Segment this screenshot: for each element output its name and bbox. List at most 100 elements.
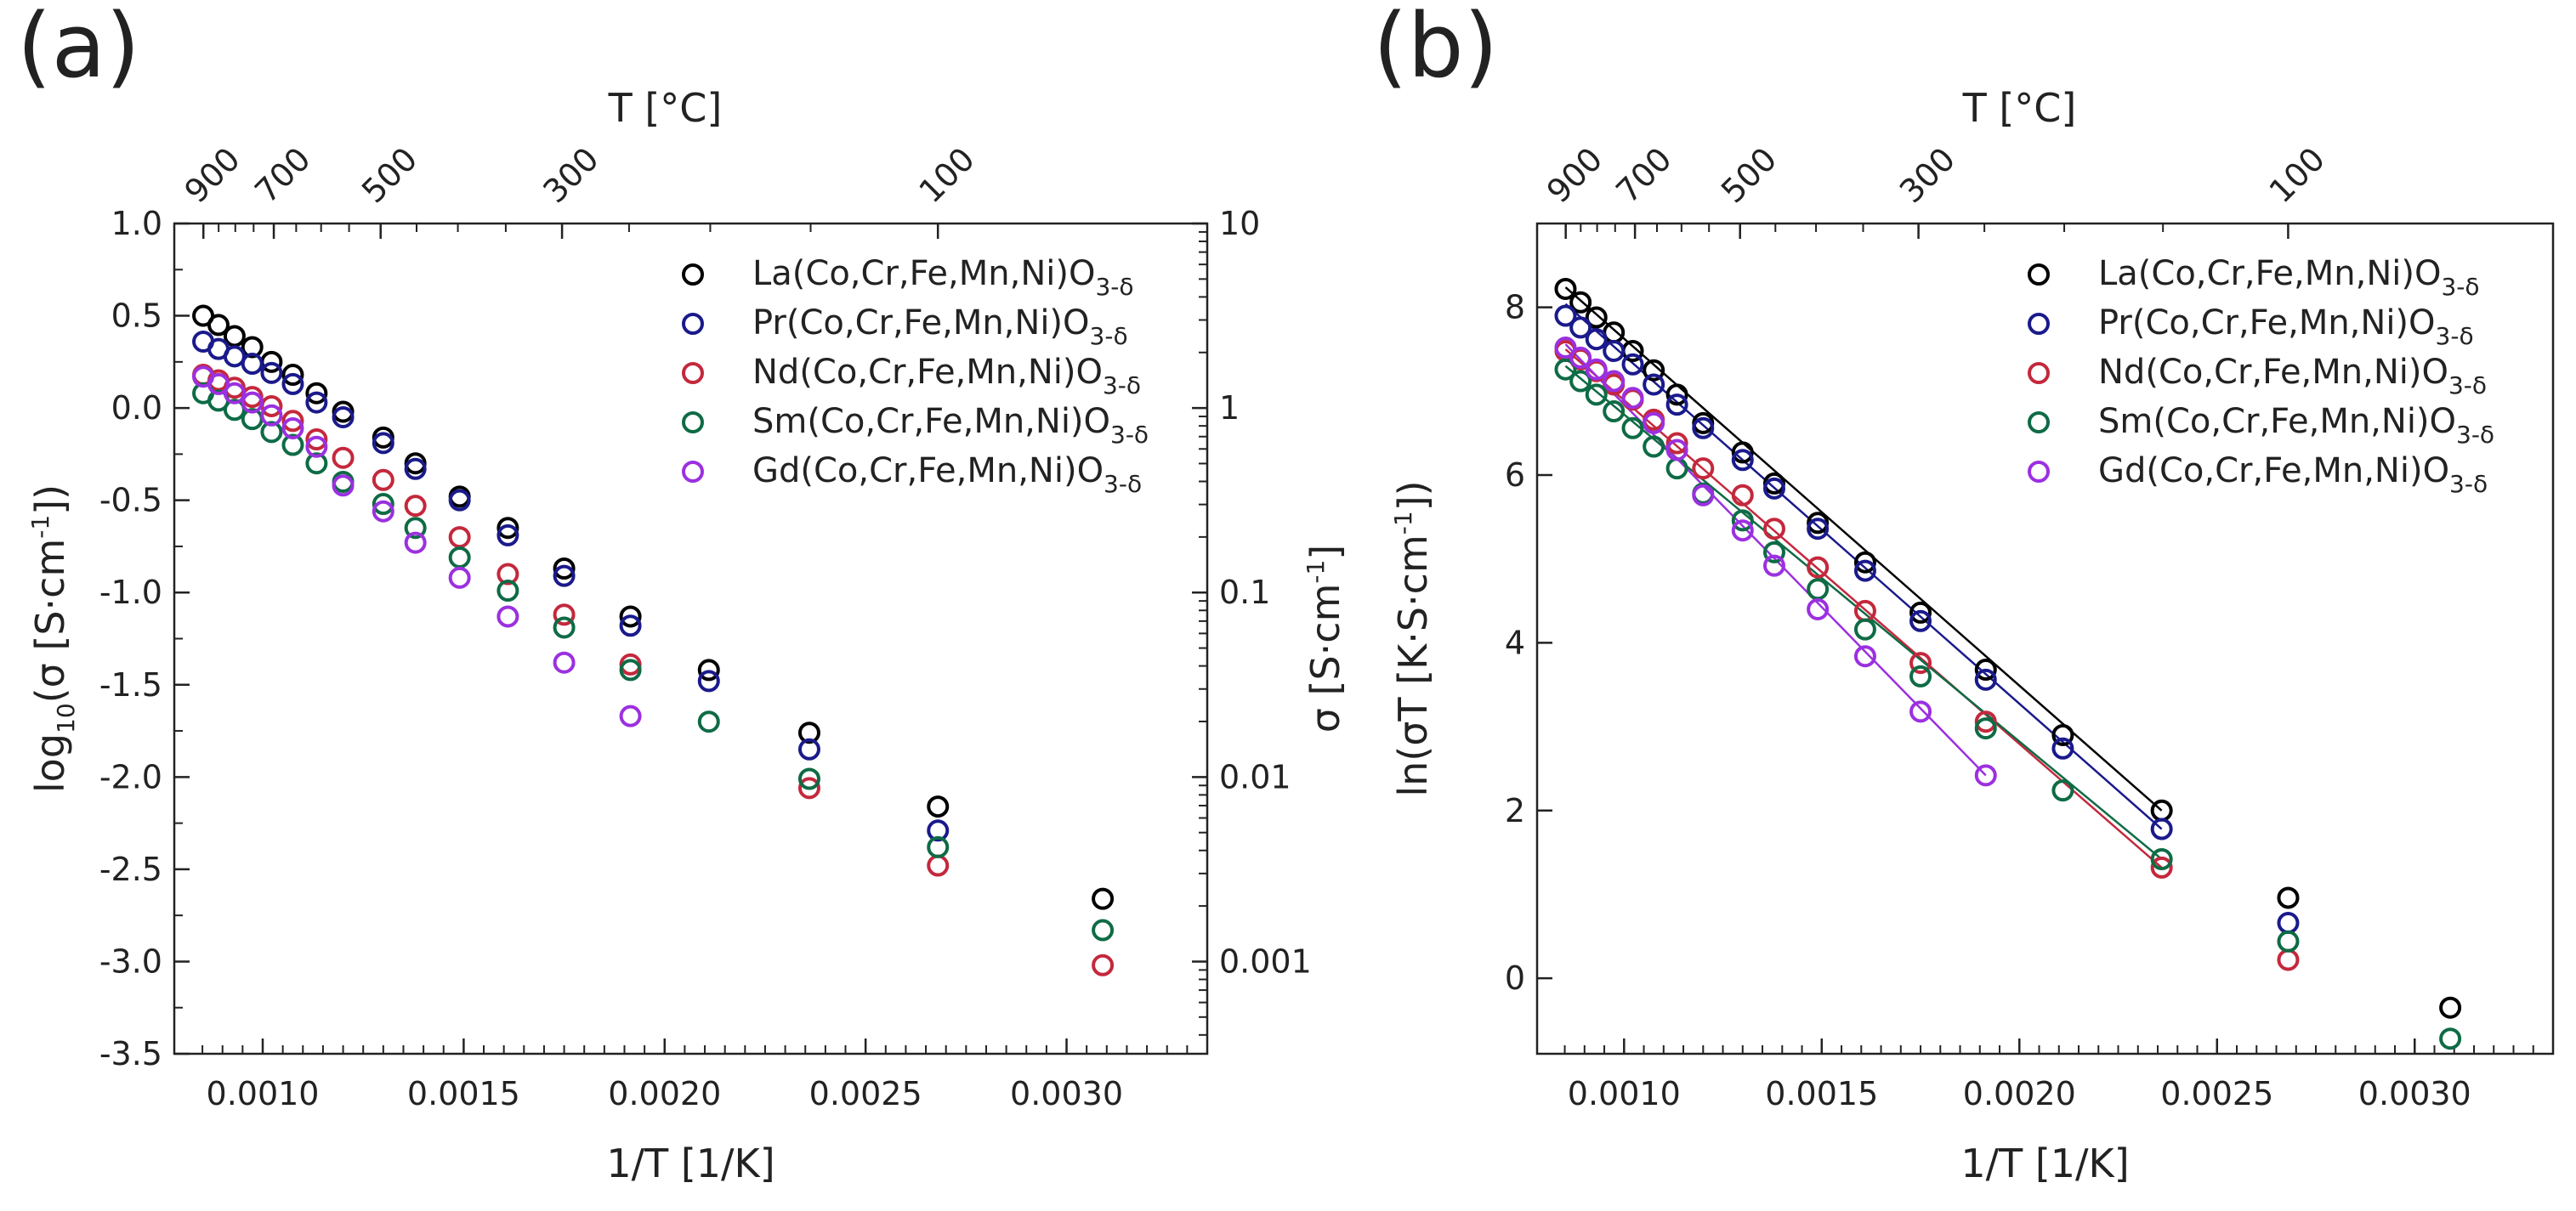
data-point [305, 428, 328, 451]
data-point [553, 603, 576, 626]
data-point [260, 404, 283, 427]
data-point [1692, 484, 1715, 506]
series-3 [1554, 358, 2462, 1050]
data-point [2277, 948, 2300, 971]
data-point [1909, 652, 1932, 675]
panel-label: (b) [1373, 0, 1498, 98]
x-tick-label: 0.0030 [1010, 1075, 1123, 1112]
series-4 [1554, 337, 1997, 787]
y-tick-label: -1.5 [99, 666, 162, 704]
legend-label-4: Gd(Co,Cr,Fe,Mn,Ni)O3-δ [2098, 451, 2488, 498]
x-tick-label: 0.0025 [2160, 1075, 2273, 1112]
data-point [448, 566, 471, 589]
data-point [1974, 659, 1997, 682]
data-point [448, 546, 471, 569]
data-point [1762, 477, 1785, 500]
data-point [1731, 484, 1754, 506]
data-point [223, 382, 246, 405]
data-point [1643, 435, 1665, 458]
data-point [619, 705, 642, 727]
data-point [1554, 304, 1577, 327]
data-point [1909, 700, 1932, 723]
legend-marker-3 [682, 411, 704, 433]
data-point [1569, 291, 1592, 314]
data-point [1585, 383, 1608, 406]
series-3 [192, 382, 1115, 942]
data-point [1092, 887, 1115, 910]
series-1 [192, 330, 950, 842]
legend-label-3: Sm(Co,Cr,Fe,Mn,Ni)O3-δ [2098, 402, 2494, 449]
data-point [305, 391, 328, 414]
right-axis-title: σ [S·cm-1] [1302, 545, 1348, 733]
data-point [1731, 509, 1754, 532]
data-point [1762, 554, 1785, 577]
y-tick-label: -3.5 [99, 1035, 162, 1072]
data-point [2277, 930, 2300, 953]
data-point [2439, 1027, 2462, 1050]
x-tick-label: 0.0015 [407, 1075, 520, 1112]
legend-marker-0 [2028, 263, 2050, 286]
data-point [1974, 668, 1997, 691]
fit-line-3 [1564, 365, 2163, 861]
x-tick-label: 0.0025 [809, 1075, 922, 1112]
data-point [2150, 856, 2173, 879]
data-point [1853, 645, 1876, 668]
y-tick-label: 4 [1505, 624, 1525, 661]
data-point [332, 474, 355, 497]
data-point [1974, 717, 1997, 740]
data-point [1762, 540, 1785, 563]
fit-line-1 [1564, 303, 2163, 830]
top-axis-title: T [°C] [608, 85, 723, 131]
data-point [241, 336, 264, 359]
legend: La(Co,Cr,Fe,Mn,Ni)O3-δPr(Co,Cr,Fe,Mn,Ni)… [682, 254, 1149, 498]
legend-marker-4 [2028, 461, 2050, 483]
data-point [1603, 370, 1626, 393]
data-point [496, 563, 519, 586]
data-point [1762, 518, 1785, 540]
right-y-tick-label: 0.1 [1219, 574, 1270, 611]
chart-panel-a: 0.0010 0.0015 0.0020 0.0025 0.0030 1.0 0.5 0.0 -… [17, 0, 1348, 1186]
y-tick-label: -1.0 [99, 574, 162, 611]
data-point [281, 433, 304, 456]
data-point [697, 710, 720, 733]
top-tick-label: 900 [177, 140, 247, 210]
data-point [1853, 618, 1876, 641]
series-0 [192, 304, 1115, 910]
data-point [372, 493, 394, 516]
y-tick-label: -3.0 [99, 942, 162, 980]
data-point [553, 616, 576, 639]
data-point [2277, 912, 2300, 935]
legend-marker-3 [2028, 411, 2050, 433]
data-point [332, 446, 355, 469]
data-point [1692, 457, 1715, 480]
data-point [1909, 665, 1932, 688]
data-point [1569, 316, 1592, 339]
top-tick-label: 700 [247, 140, 317, 210]
data-point [1731, 519, 1754, 542]
data-point [1909, 609, 1932, 632]
data-point [404, 495, 427, 518]
y-tick-label: -0.5 [99, 482, 162, 519]
data-point [1092, 919, 1115, 942]
x-tick-label: 0.0010 [1568, 1075, 1681, 1112]
data-point [1807, 597, 1830, 620]
legend-label-0: La(Co,Cr,Fe,Mn,Ni)O3-δ [2098, 254, 2480, 301]
data-point [404, 457, 427, 480]
right-y-tick-label: 10 [1219, 205, 1260, 242]
data-point [496, 605, 519, 628]
data-point [448, 489, 471, 512]
plot-frame [173, 222, 1209, 1055]
data-point [1585, 328, 1608, 351]
data-point [927, 819, 950, 842]
data-point [2277, 886, 2300, 909]
data-point [797, 738, 820, 761]
data-point [1643, 359, 1665, 382]
data-point [281, 410, 304, 433]
data-point [2150, 818, 2173, 840]
data-point [1807, 578, 1830, 601]
data-point [927, 835, 950, 858]
y-tick-label: -2.0 [99, 758, 162, 795]
data-point [332, 405, 355, 428]
y-tick-label: 6 [1505, 456, 1525, 494]
